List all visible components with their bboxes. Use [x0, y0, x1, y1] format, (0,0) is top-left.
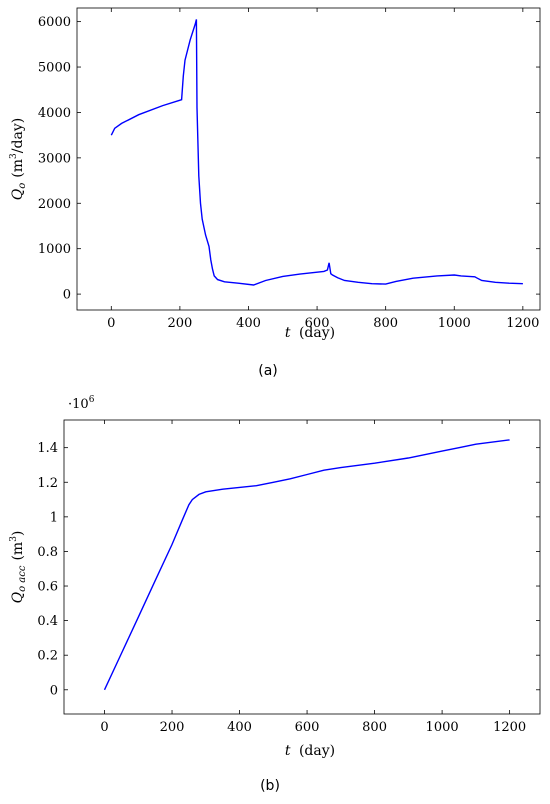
chart-a-series-line — [110, 19, 523, 286]
chart-b-y-multiplier: ·106 — [68, 395, 95, 412]
x-tick-label: 1200 — [493, 720, 526, 735]
x-tick-label: 1000 — [438, 316, 471, 331]
y-tick-label: 0 — [63, 288, 71, 303]
x-tick-label: 800 — [373, 316, 398, 331]
chart-a-x-axis-label: t (day) — [285, 325, 335, 341]
chart-b-frame — [63, 419, 541, 715]
chart-b-caption: (b) — [260, 778, 280, 794]
y-tick-label: 0.4 — [37, 614, 58, 629]
x-tick-label: 1200 — [506, 316, 539, 331]
x-tick-label: 0 — [100, 720, 108, 735]
y-tick-label: 6000 — [38, 15, 71, 30]
x-tick-label: 600 — [295, 720, 320, 735]
x-tick-label: 400 — [236, 316, 261, 331]
chart-b-x-axis-label: t (day) — [285, 743, 335, 759]
y-tick-label: 0 — [50, 683, 58, 698]
y-tick-label: 2000 — [38, 197, 71, 212]
x-tick-label: 1000 — [426, 720, 459, 735]
y-tick-label: 4000 — [38, 106, 71, 121]
x-tick-label: 200 — [160, 720, 185, 735]
chart-a: 0 200 400 600 800 1000 1200 0 1000 2000 3000 4000 50… — [9, 7, 541, 379]
chart-a-frame — [76, 7, 541, 311]
y-tick-label: 1.4 — [37, 441, 58, 456]
y-tick-label: 0.8 — [37, 545, 58, 560]
y-tick-label: 1000 — [38, 242, 71, 257]
y-tick-label: 3000 — [38, 151, 71, 166]
x-tick-label: 200 — [167, 316, 192, 331]
y-tick-label: 1 — [50, 510, 58, 525]
y-tick-label: 5000 — [38, 61, 71, 76]
x-tick-label: 0 — [107, 316, 115, 331]
chart-b-series-line — [103, 439, 510, 691]
y-tick-label: 0.2 — [37, 649, 58, 664]
x-tick-label: 400 — [227, 720, 252, 735]
chart-b: 0 200 400 600 800 1000 1200 0 0.2 0.4 0.6 0.8 1 1.2 1.… — [9, 395, 541, 794]
x-tick-label: 800 — [362, 720, 387, 735]
y-tick-label: 0.6 — [37, 580, 58, 595]
chart-b-y-axis-label: Qo acc(m3) — [9, 531, 28, 604]
chart-a-caption: (a) — [258, 363, 278, 379]
x-tick-label: 600 — [305, 316, 330, 331]
chart-a-y-axis-label: Qo(m3/day) — [9, 118, 28, 200]
y-tick-label: 1.2 — [37, 476, 58, 491]
